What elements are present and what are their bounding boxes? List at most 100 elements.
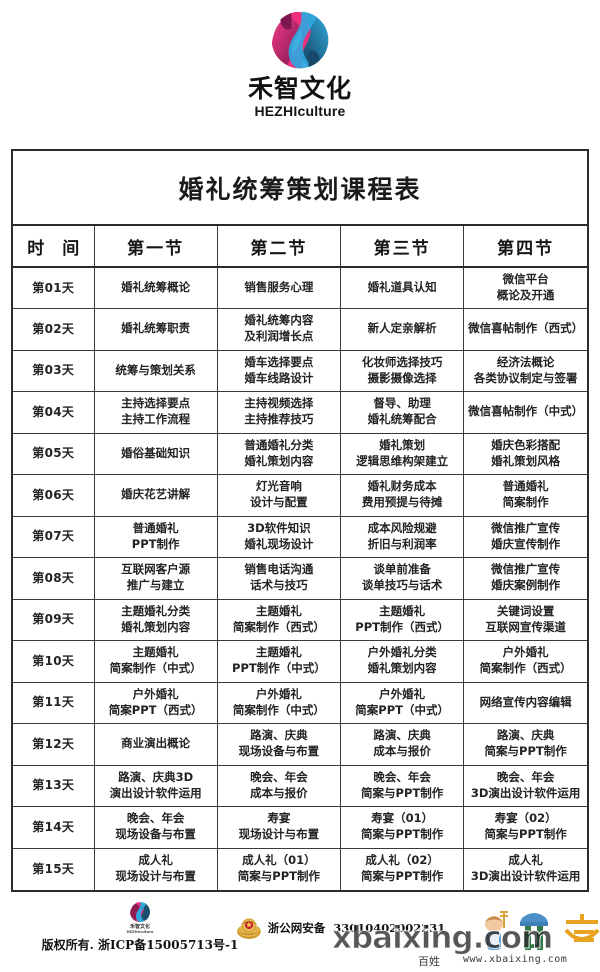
cell-session-1: 互联网客户源 推广与建立	[93, 557, 218, 600]
cell-session-1: 婚庆花艺讲解	[93, 474, 218, 517]
copyright-text: 版权所有. 浙ICP备15005713号-1	[41, 938, 239, 953]
cell-session-3: 主题婚礼 PPT制作（西式）	[339, 598, 465, 641]
cell-session-1: 婚礼统筹概论	[93, 267, 218, 309]
cell-line: 概论及开通	[496, 288, 555, 302]
table-row: 第03天 统筹与策划关系 婚车选择要点 婚车线路设计 化妆师选择技巧 摄影摄像选择 经济法概…	[13, 349, 588, 392]
cell-line: 3D演出设计软件运用	[470, 785, 581, 800]
cell-session-3: 谈单前准备 谈单技巧与话术	[339, 557, 465, 600]
cell-line: 及利润增长点	[244, 329, 314, 344]
cell-line: 督导、助理	[373, 396, 431, 411]
cell-line: 晚会、年会	[496, 769, 555, 784]
cell-line: 成人礼	[508, 853, 543, 868]
cell-day: 第01天	[13, 267, 95, 309]
cell-line: 婚车选择要点	[244, 354, 314, 369]
cell-line: 微信喜帖制作（西式）	[468, 321, 584, 336]
cell-session-4: 关键词设置 互联网宣传渠道	[463, 598, 588, 641]
cell-day: 第12天	[13, 723, 95, 766]
cell-line: 逻辑思维构架建立	[356, 453, 449, 468]
cell-day: 第11天	[13, 681, 95, 724]
cell-session-2: 成人礼（01） 简案与PPT制作	[216, 847, 342, 890]
table-row: 第13天 路演、庆典3D 演出设计软件运用 晚会、年会 成本与报价 晚会、年会 简案与PPT…	[13, 764, 588, 807]
cell-session-1: 普通婚礼 PPT制作	[93, 515, 218, 558]
cell-session-2: 销售电话沟通 话术与技巧	[216, 557, 342, 600]
cell-session-4: 网络宣传内容编辑	[463, 681, 588, 724]
cell-line: 普通婚礼	[132, 520, 179, 535]
cell-line: 简案与PPT制作	[361, 869, 444, 883]
cell-line: 经济法概论	[496, 354, 555, 369]
cell-session-2: 主题婚礼 简案制作（西式）	[216, 598, 342, 641]
cell-session-2: 灯光音响 设计与配置	[216, 474, 342, 517]
cell-line: 户外婚礼	[255, 686, 302, 701]
cell-line: 成人礼（01）	[242, 853, 316, 868]
cell-line: 主题婚礼	[255, 645, 302, 660]
cell-line: 简案制作（中式）	[109, 661, 202, 676]
cell-session-4: 经济法概论 各类协议制定与签署	[463, 349, 588, 392]
cell-line: 现场设计与布置	[115, 869, 196, 883]
cell-line: 微信推广宣传	[491, 562, 561, 577]
cell-line: 路演、庆典	[373, 728, 431, 743]
cell-line: 婚礼财务成本	[367, 479, 437, 494]
cell-session-3: 婚礼道具认知	[339, 267, 465, 309]
cell-line: 新人定亲解析	[367, 321, 437, 336]
cell-session-2: 户外婚礼 简案制作（中式）	[216, 681, 342, 724]
cell-day: 第04天	[13, 391, 95, 434]
cell-line: 婚礼统筹配合	[367, 412, 437, 427]
police-filing-row[interactable]: 浙公网安备 33010402002231	[235, 914, 446, 942]
cell-session-3: 户外婚礼分类 婚礼策划内容	[339, 640, 465, 683]
cell-session-1: 路演、庆典3D 演出设计软件运用	[93, 764, 218, 807]
cell-line: 简案与PPT制作	[484, 827, 567, 842]
cell-line: 路演、庆典3D	[118, 769, 194, 784]
cell-session-4: 普通婚礼 简案制作	[463, 474, 588, 517]
cell-session-4: 微信喜帖制作（中式）	[463, 391, 588, 434]
cell-session-2: 3D软件知识 婚礼现场设计	[216, 515, 342, 558]
cell-line: 统筹与策划关系	[115, 362, 196, 377]
cell-session-4: 寿宴（02） 简案与PPT制作	[463, 806, 588, 849]
cell-line: 婚庆花艺讲解	[121, 487, 191, 502]
cell-line: 路演、庆典	[496, 728, 555, 743]
hezhi-swirl-logo-icon	[271, 11, 329, 69]
cell-session-2: 寿宴 现场设计与布置	[216, 806, 342, 849]
cell-line: 晚会、年会	[373, 769, 431, 784]
cell-line: 成人礼（02）	[365, 853, 439, 868]
column-header-time: 时 间	[13, 224, 95, 268]
cell-line: 婚礼统筹内容	[244, 313, 314, 328]
cell-session-3: 成人礼（02） 简案与PPT制作	[339, 847, 465, 890]
cell-line: 简案与PPT制作	[237, 869, 320, 883]
cell-day: 第06天	[13, 474, 95, 517]
cell-line: 成人礼	[138, 853, 173, 868]
cell-line: PPT制作（中式）	[232, 661, 326, 676]
table-row: 第10天 主题婚礼 简案制作（中式） 主题婚礼 PPT制作（中式） 户外婚礼分类 婚礼策划内…	[13, 640, 588, 683]
cell-line: 简案与PPT制作	[361, 827, 444, 842]
footer-police-block[interactable]: 浙公网安备 33010402002231	[236, 900, 445, 942]
course-schedule-table: 婚礼统筹策划课程表 时 间 第一节 第二节 第三节 第四节 第01天 婚礼统筹概论…	[13, 151, 588, 890]
cell-line: 婚礼统筹职责	[121, 321, 191, 336]
police-filing-text: 浙公网安备 33010402002231	[268, 920, 446, 936]
cell-session-3: 婚礼策划 逻辑思维构架建立	[339, 432, 465, 475]
cell-session-1: 主持选择要点 主持工作流程	[93, 391, 218, 434]
cell-line: 互联网客户源	[121, 562, 191, 577]
cell-session-2: 销售服务心理	[216, 267, 342, 309]
cell-day: 第13天	[13, 764, 95, 807]
cell-line: 成本风险规避	[367, 520, 437, 535]
cell-line: 谈单前准备	[373, 562, 431, 577]
column-header-session-3: 第三节	[339, 224, 465, 268]
cell-session-1: 婚俗基础知识	[93, 432, 218, 475]
cell-line: 婚礼策划	[379, 437, 426, 452]
cell-line: PPT制作（西式）	[355, 619, 449, 634]
cell-line: 话术与技巧	[250, 578, 308, 593]
cell-line: 折旧与利润率	[367, 536, 437, 551]
cell-line: 成本与报价	[373, 744, 431, 759]
header-row: 时 间 第一节 第二节 第三节 第四节	[13, 224, 588, 268]
schedule-sheet: 婚礼统筹策划课程表 时 间 第一节 第二节 第三节 第四节 第01天 婚礼统筹概论…	[11, 149, 589, 892]
cell-line: 婚礼策划内容	[121, 619, 191, 634]
cell-day: 第08天	[13, 557, 95, 600]
cell-session-4: 微信推广宣传 婚庆案例制作	[463, 557, 588, 600]
cell-line: 婚礼现场设计	[244, 536, 314, 551]
footer-copyright-block: 禾智文化 HEZHIculture 版权所有. 浙ICP备15005713号-1	[30, 900, 250, 953]
cell-session-4: 路演、庆典 简案与PPT制作	[463, 723, 588, 766]
cell-line: 主题婚礼分类	[121, 603, 191, 618]
cell-line: 简案制作	[502, 495, 549, 510]
cell-line: 婚俗基础知识	[121, 445, 191, 460]
cell-line: 主持视频选择	[244, 396, 314, 411]
cell-line: 寿宴（01）	[371, 811, 434, 826]
